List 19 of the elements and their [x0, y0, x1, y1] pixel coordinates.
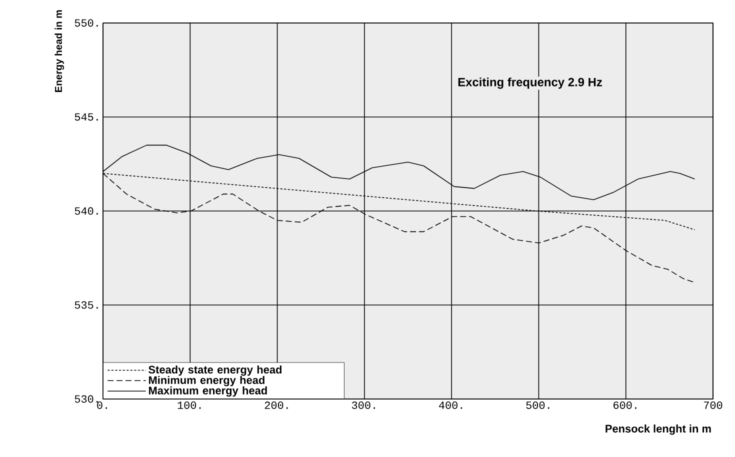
legend-label: Minimum energy head [148, 376, 264, 386]
y-tick-label: 545. [74, 113, 98, 121]
annotation: Exciting frequency 2.9 Hz [458, 78, 602, 89]
x-tick-label: 600. [614, 402, 636, 409]
x-tick-label: 500. [526, 402, 550, 409]
x-axis-title: Pensock lenght in m [606, 424, 711, 435]
legend-label: Steady state energy head [148, 366, 282, 376]
y-tick-label: 550. [74, 19, 98, 27]
x-tick-label: 0. [97, 402, 107, 409]
x-tick-label: 300. [352, 402, 375, 409]
y-tick-label: 540. [74, 207, 98, 215]
x-tick-label: 100. [178, 402, 201, 409]
y-axis-title: Energy head in m [54, 10, 64, 92]
y-tick-label: 535. [74, 301, 98, 309]
y-tick-label: 530. [74, 395, 98, 403]
legend-label: Maximum energy head [148, 386, 267, 397]
x-tick-label: 200. [264, 402, 288, 409]
x-tick-label: 700 [704, 402, 722, 409]
x-tick-label: 400. [438, 402, 462, 409]
